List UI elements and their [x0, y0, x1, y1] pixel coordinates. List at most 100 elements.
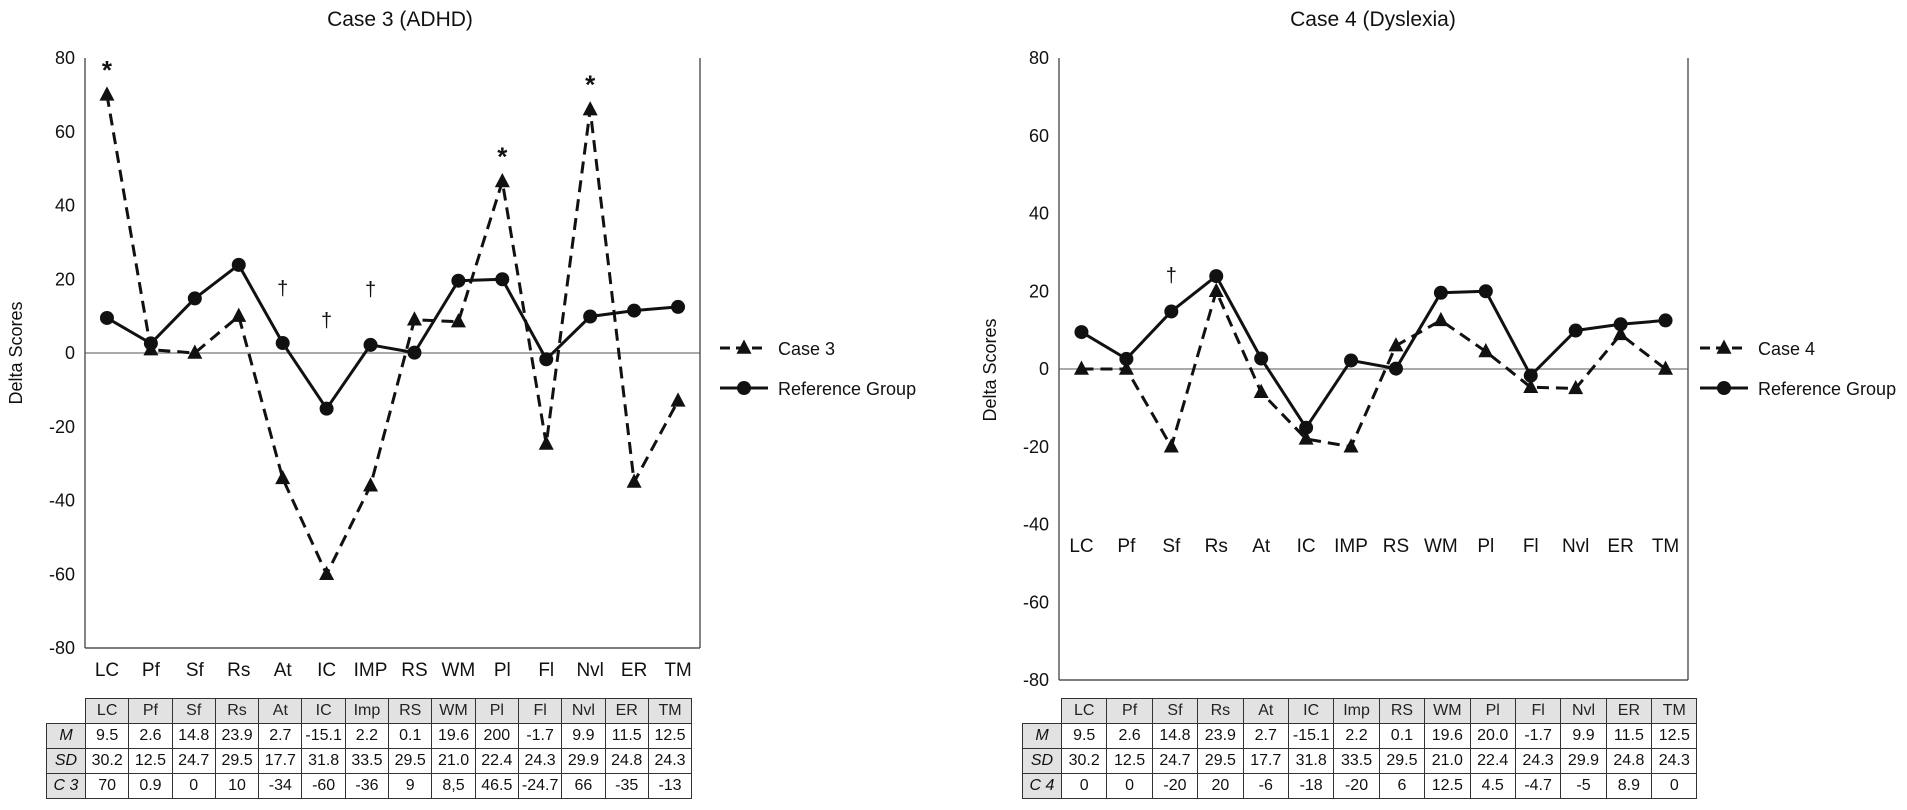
table-cell: 9.9 [1560, 723, 1607, 749]
case3-x-tick-label-13: TM [664, 660, 691, 681]
table-cell: -20 [1151, 773, 1199, 799]
table-header-cell: LC [84, 698, 130, 724]
case3-series-1-point-12 [627, 303, 642, 318]
case4-x-tick-label-13: TM [1652, 536, 1679, 557]
case3-series-1-point-10 [539, 352, 554, 367]
case4-series-0-point-7 [1388, 337, 1404, 352]
case4-x-tick-label-8: WM [1424, 536, 1458, 557]
table-header-cell: LC [1060, 698, 1108, 724]
table-cell: 31.8 [301, 748, 346, 774]
table-cell: 8.9 [1605, 773, 1653, 799]
table-cell: 14.8 [1151, 723, 1199, 749]
case4-series-1-point-13 [1658, 313, 1673, 328]
table-cell: -60 [301, 773, 346, 799]
table-header-cell: Fl [1514, 698, 1562, 724]
case4-y-tick-label-5: -20 [1023, 437, 1049, 457]
case3-y-tick-label-3: 20 [55, 269, 75, 289]
case3-x-tick-label-11: Nvl [576, 660, 603, 681]
case3-x-tick-label-2: Sf [186, 660, 205, 681]
case3-series-1-point-4 [275, 336, 290, 351]
case4-series-1-point-12 [1613, 317, 1628, 332]
table-header-cell: RS [1378, 698, 1426, 724]
table-cell: 12.5 [128, 748, 173, 774]
case4-x-tick-label-5: IC [1297, 536, 1316, 557]
case4-x-tick-label-0: LC [1069, 536, 1093, 557]
table-header-cell: Pf [1106, 698, 1153, 724]
table-header-cell: Pf [128, 698, 173, 724]
case3-annotation-1: * [497, 142, 508, 172]
case3-series-0-point-10 [538, 435, 554, 450]
case4-series-1-point-7 [1388, 361, 1403, 376]
case3-series-1-point-7 [407, 345, 422, 360]
table-header-cell: ER [604, 698, 649, 724]
table-cell: 12.5 [1424, 773, 1471, 799]
case3-legend-series-1-label: Reference Group [778, 379, 916, 399]
table-header-cell: RS [388, 698, 433, 724]
case4-x-tick-label-6: IMP [1334, 536, 1368, 557]
case4-x-tick-label-3: Rs [1205, 536, 1228, 557]
case3-x-tick-label-8: WM [442, 660, 476, 681]
case3-legend-series-0-marker [736, 339, 752, 354]
case4-series-0-point-10 [1523, 378, 1539, 393]
case3-x-tick-label-0: LC [95, 660, 119, 681]
table-cell: -5 [1560, 773, 1607, 799]
case4-series-0-line [1081, 289, 1667, 449]
table-cell: 19.6 [431, 723, 476, 749]
table-cell: 46.5 [474, 773, 519, 799]
case4-series-0-point-1 [1118, 360, 1134, 375]
table-cell: 2.2 [344, 723, 390, 749]
table-cell: 9.5 [84, 723, 130, 749]
case3-series-1-point-3 [231, 257, 246, 272]
table-cell: 0 [1106, 773, 1153, 799]
case4-y-tick-label-4: 0 [1039, 359, 1049, 379]
case4-stats-table: LC Pf Sf Rs At IC Imp RS WM Pl Fl Nvl ER TM M 9.5 2.6 14.… [1022, 698, 1698, 799]
table-cell: 2.2 [1333, 723, 1380, 749]
table-cell: -4.7 [1514, 773, 1562, 799]
case3-series-0-point-0 [99, 86, 115, 101]
table-cell: 29.9 [561, 748, 606, 774]
table-row-label: SD [1022, 748, 1062, 774]
case3-series-0-point-6 [363, 477, 379, 492]
table-cell: 17.7 [258, 748, 303, 774]
table-corner [1022, 698, 1062, 724]
table-cell: 66 [561, 773, 606, 799]
table-cell: 22.4 [1469, 748, 1516, 774]
table-cell: 2.7 [258, 723, 303, 749]
case4-series-0-point-11 [1568, 379, 1584, 395]
table-row-label: C 4 [1022, 773, 1062, 799]
table-cell: 0 [1651, 773, 1698, 799]
case3-annotation-5: † [365, 279, 376, 301]
table-cell: 30.2 [84, 748, 130, 774]
case3-x-tick-label-9: Pl [494, 660, 511, 681]
case3-series-1-point-11 [583, 309, 598, 324]
table-cell: 9.9 [561, 723, 606, 749]
case3-series-0-point-5 [319, 565, 335, 580]
case3-y-tick-label-1: 60 [55, 122, 75, 142]
table-row-label: M [1022, 723, 1062, 749]
table-cell: 0.9 [128, 773, 173, 799]
table-cell: -1.7 [1514, 723, 1562, 749]
case4-y-tick-label-8: -80 [1023, 670, 1049, 690]
case4-series-0-point-3 [1208, 282, 1224, 297]
case4-series-1-point-1 [1119, 351, 1134, 366]
table-header-cell: WM [431, 698, 476, 724]
table-cell: 0.1 [388, 723, 433, 749]
case4-series-0-point-2 [1163, 438, 1179, 453]
case3-stats-table: LC Pf Sf Rs At IC Imp RS WM Pl Fl Nvl ER TM M 9.5 2.6 14.… [46, 698, 693, 799]
table-cell: 6 [1378, 773, 1426, 799]
table-cell: 70 [84, 773, 130, 799]
table-header-cell: Imp [1333, 698, 1380, 724]
table-cell: 2.7 [1242, 723, 1289, 749]
table-cell: 0.1 [1378, 723, 1426, 749]
table-cell: 24.8 [1605, 748, 1653, 774]
table-header-cell: TM [647, 698, 693, 724]
case3-annotation-3: † [277, 278, 288, 300]
table-header-cell: Imp [344, 698, 390, 724]
table-cell: -6 [1242, 773, 1289, 799]
table-cell: 14.8 [171, 723, 216, 749]
case3-x-tick-label-4: At [274, 660, 293, 681]
table-cell: -24.7 [517, 773, 563, 799]
table-cell: 8,5 [431, 773, 476, 799]
table-cell: 11.5 [604, 723, 649, 749]
case4-series-1-point-8 [1433, 285, 1448, 300]
